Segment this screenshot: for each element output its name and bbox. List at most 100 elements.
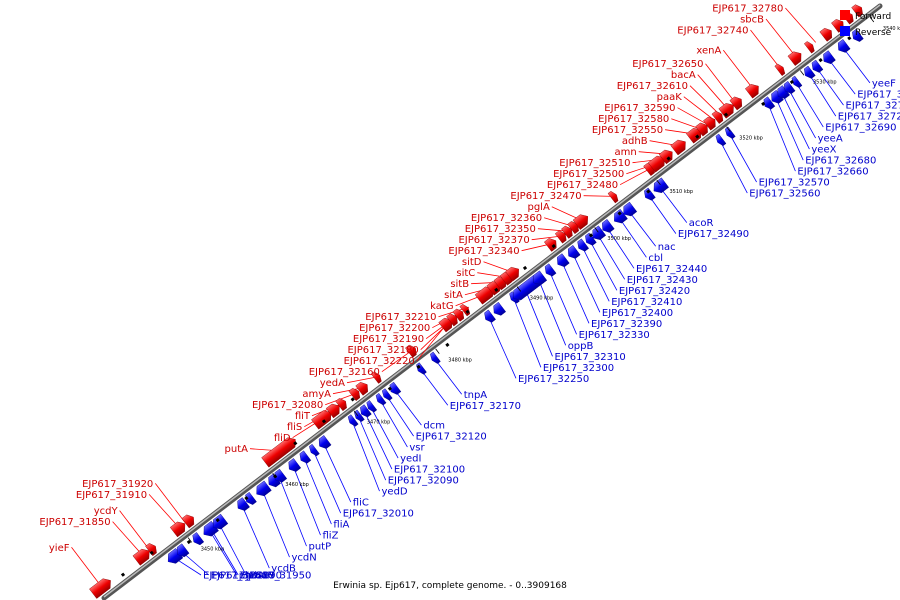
reverse-gene[interactable] xyxy=(599,219,615,235)
reverse-gene[interactable] xyxy=(316,435,332,451)
reverse-gene[interactable] xyxy=(380,388,393,402)
reverse-gene-label[interactable]: EJP617_32720 xyxy=(838,112,900,123)
forward-gene[interactable] xyxy=(169,519,188,538)
reverse-gene-label[interactable]: cbl xyxy=(648,253,663,264)
forward-gene[interactable] xyxy=(567,219,582,235)
reverse-gene[interactable] xyxy=(565,245,581,261)
reverse-gene[interactable] xyxy=(790,75,803,89)
reverse-gene-label[interactable]: EJP617_32430 xyxy=(627,275,698,286)
reverse-gene-label[interactable]: yedD xyxy=(382,487,408,498)
forward-gene-label[interactable]: EJP617_32220 xyxy=(344,356,415,367)
reverse-gene-label[interactable]: EJP617_32010 xyxy=(343,509,414,520)
reverse-gene-label[interactable]: fliC xyxy=(353,498,369,509)
forward-gene-label[interactable]: EJP617_32470 xyxy=(510,191,581,202)
forward-gene[interactable] xyxy=(335,396,350,412)
reverse-gene[interactable] xyxy=(209,513,229,532)
reverse-gene[interactable] xyxy=(714,133,727,147)
reverse-gene[interactable] xyxy=(809,59,824,74)
reverse-gene-label[interactable]: oppB xyxy=(568,341,594,352)
reverse-gene-label[interactable]: EJP617_32390 xyxy=(591,319,662,330)
forward-gene-label[interactable]: xenA xyxy=(696,46,721,57)
reverse-gene-label[interactable]: tnpA xyxy=(464,390,488,401)
forward-gene-label[interactable]: adhB xyxy=(622,136,648,147)
reverse-gene-label[interactable]: EJP617_32690 xyxy=(825,123,896,134)
forward-gene-label[interactable]: sitC xyxy=(456,268,475,279)
reverse-gene-label[interactable]: EJP617_32100 xyxy=(394,465,465,476)
reverse-gene[interactable] xyxy=(365,400,378,413)
reverse-gene-label[interactable]: EJP617_32660 xyxy=(797,167,868,178)
reverse-gene-label[interactable]: EJP617_32750 xyxy=(857,90,900,101)
reverse-gene[interactable] xyxy=(611,208,628,226)
forward-gene-label[interactable]: EJP617_32360 xyxy=(471,213,542,224)
reverse-gene-label[interactable]: EJP617_32400 xyxy=(602,308,673,319)
forward-gene[interactable] xyxy=(686,125,704,144)
reverse-gene-label[interactable]: EJP617_32420 xyxy=(619,286,690,297)
reverse-gene-label[interactable]: EJP617_32330 xyxy=(579,330,650,341)
reverse-gene[interactable] xyxy=(802,65,816,80)
forward-gene[interactable] xyxy=(544,236,559,252)
forward-gene[interactable] xyxy=(787,49,805,66)
forward-gene[interactable] xyxy=(819,26,835,42)
forward-gene-label[interactable]: EJP617_32190 xyxy=(353,334,424,345)
reverse-gene-label[interactable]: EJP617_32300 xyxy=(543,363,614,374)
forward-gene[interactable] xyxy=(405,343,419,358)
reverse-gene-label[interactable]: EJP617_32570 xyxy=(759,178,830,189)
forward-gene-label[interactable]: katG xyxy=(430,301,453,312)
forward-gene-label[interactable]: fliT xyxy=(295,411,311,422)
forward-gene-label[interactable]: fliD xyxy=(274,433,291,444)
forward-gene-label[interactable]: EJP617_32340 xyxy=(448,246,519,257)
reverse-gene-label[interactable]: EJP617_32310 xyxy=(555,352,626,363)
forward-gene[interactable] xyxy=(745,81,762,99)
forward-gene[interactable] xyxy=(505,264,522,282)
forward-gene[interactable] xyxy=(370,370,383,384)
reverse-gene[interactable] xyxy=(761,96,776,111)
reverse-gene[interactable] xyxy=(414,362,427,376)
forward-gene[interactable] xyxy=(607,190,620,204)
forward-gene[interactable] xyxy=(311,408,334,430)
reverse-gene[interactable] xyxy=(286,458,302,474)
reverse-gene[interactable] xyxy=(490,301,506,318)
reverse-gene-label[interactable]: dcm xyxy=(423,421,445,432)
forward-gene[interactable] xyxy=(561,224,575,239)
reverse-gene-label[interactable]: phoA xyxy=(239,571,265,582)
forward-gene-label[interactable]: EJP617_32370 xyxy=(458,235,529,246)
reverse-gene[interactable] xyxy=(820,50,836,67)
forward-gene-label[interactable]: bacA xyxy=(671,70,696,81)
forward-gene[interactable] xyxy=(851,3,866,18)
reverse-gene[interactable] xyxy=(374,393,387,406)
reverse-gene[interactable] xyxy=(554,253,570,270)
forward-gene-label[interactable]: EJP617_32080 xyxy=(252,400,323,411)
forward-gene-label[interactable]: EJP617_32580 xyxy=(598,114,669,125)
reverse-gene[interactable] xyxy=(530,270,548,288)
reverse-gene-label[interactable]: yeeF xyxy=(872,78,896,89)
forward-gene-label[interactable]: EJP617_32210 xyxy=(365,312,436,323)
reverse-gene[interactable] xyxy=(583,232,597,247)
forward-gene-label[interactable]: amn xyxy=(614,147,636,158)
reverse-gene-label[interactable]: ycdB xyxy=(271,564,296,575)
reverse-gene-label[interactable]: yeeA xyxy=(818,134,843,145)
forward-gene-label[interactable]: amyA xyxy=(302,389,331,400)
forward-gene[interactable] xyxy=(446,312,460,327)
reverse-gene[interactable] xyxy=(575,238,589,253)
forward-gene[interactable] xyxy=(695,120,711,137)
forward-gene-label[interactable]: EJP617_32780 xyxy=(712,4,783,15)
reverse-gene[interactable] xyxy=(781,81,796,95)
reverse-gene-label[interactable]: EJP617_31880 xyxy=(203,571,274,582)
forward-gene-label[interactable]: EJP617_31850 xyxy=(39,517,110,528)
forward-gene-label[interactable]: yieF xyxy=(49,543,70,554)
forward-gene-label[interactable]: EJP617_31920 xyxy=(82,479,153,490)
reverse-gene-label[interactable]: putP xyxy=(309,542,332,553)
reverse-gene[interactable] xyxy=(297,450,312,465)
forward-gene[interactable] xyxy=(711,109,726,124)
forward-gene[interactable] xyxy=(572,212,591,230)
reverse-gene-label[interactable]: EJP617_32410 xyxy=(611,297,682,308)
forward-gene-label[interactable]: EJP617_32480 xyxy=(547,180,618,191)
reverse-gene-label[interactable]: vsr xyxy=(409,443,425,454)
reverse-gene-label[interactable]: fliZ xyxy=(323,531,339,542)
forward-gene[interactable] xyxy=(325,401,343,419)
reverse-gene[interactable] xyxy=(850,28,864,43)
forward-gene-label[interactable]: EJP617_32510 xyxy=(559,158,630,169)
forward-gene-label[interactable]: fliS xyxy=(287,422,302,433)
forward-gene-label[interactable]: putA xyxy=(225,444,249,455)
forward-gene-label[interactable]: paaK xyxy=(657,92,683,103)
